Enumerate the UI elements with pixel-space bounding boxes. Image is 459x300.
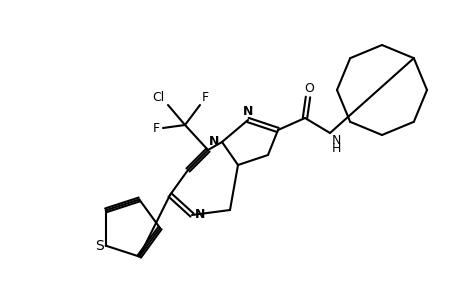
Text: N: N <box>195 208 205 221</box>
Text: F: F <box>202 91 209 104</box>
Text: Cl: Cl <box>152 91 165 104</box>
Text: O: O <box>303 82 313 95</box>
Text: F: F <box>152 122 160 134</box>
Text: N: N <box>242 105 252 118</box>
Text: N: N <box>208 134 218 148</box>
Text: H: H <box>331 142 341 155</box>
Text: N: N <box>331 134 341 147</box>
Text: S: S <box>95 238 103 253</box>
